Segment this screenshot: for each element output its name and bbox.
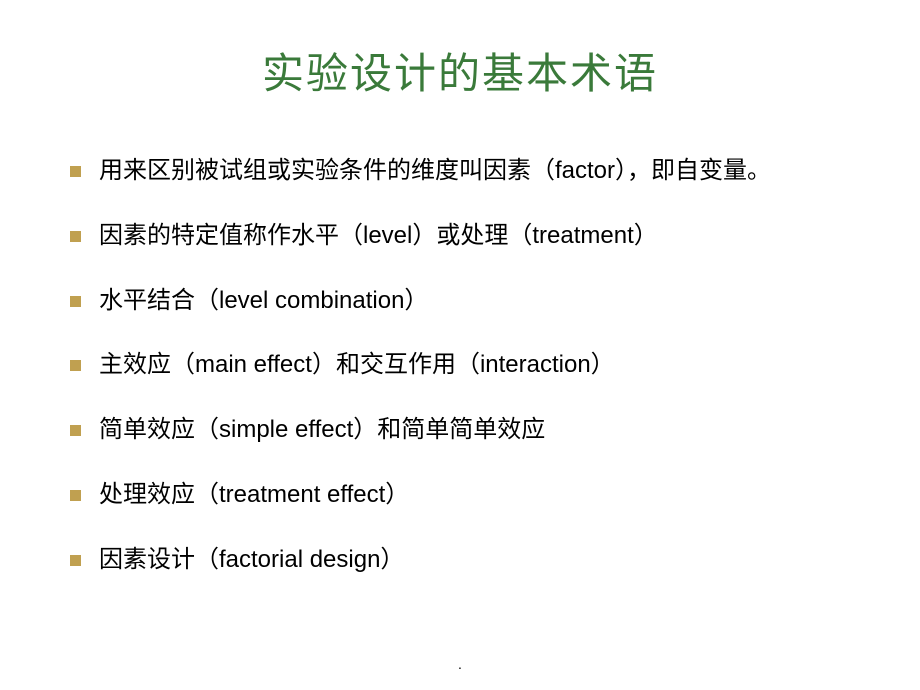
- bullet-text: 水平结合（level combination）: [99, 281, 860, 322]
- list-item: 用来区别被试组或实验条件的维度叫因素（factor），即自变量。: [70, 151, 860, 192]
- bullet-marker-icon: [70, 555, 81, 566]
- list-item: 简单效应（simple effect）和简单简单效应: [70, 410, 860, 451]
- bullet-text: 用来区别被试组或实验条件的维度叫因素（factor），即自变量。: [99, 151, 860, 192]
- bullet-marker-icon: [70, 296, 81, 307]
- list-item: 因素设计（factorial design）: [70, 540, 860, 581]
- bullet-text: 主效应（main effect）和交互作用（interaction）: [99, 345, 860, 386]
- bullet-marker-icon: [70, 425, 81, 436]
- slide-container: 实验设计的基本术语 用来区别被试组或实验条件的维度叫因素（factor），即自变…: [0, 0, 920, 690]
- bullet-marker-icon: [70, 166, 81, 177]
- list-item: 水平结合（level combination）: [70, 281, 860, 322]
- bullet-marker-icon: [70, 360, 81, 371]
- bullet-text: 因素设计（factorial design）: [99, 540, 860, 581]
- footer-marker: .: [458, 656, 462, 672]
- bullet-marker-icon: [70, 231, 81, 242]
- slide-title: 实验设计的基本术语: [60, 40, 860, 101]
- list-item: 因素的特定值称作水平（level）或处理（treatment）: [70, 216, 860, 257]
- list-item: 处理效应（treatment effect）: [70, 475, 860, 516]
- bullet-text: 处理效应（treatment effect）: [99, 475, 860, 516]
- bullet-marker-icon: [70, 490, 81, 501]
- bullet-list: 用来区别被试组或实验条件的维度叫因素（factor），即自变量。 因素的特定值称…: [60, 151, 860, 581]
- bullet-text: 因素的特定值称作水平（level）或处理（treatment）: [99, 216, 860, 257]
- bullet-text: 简单效应（simple effect）和简单简单效应: [99, 410, 860, 451]
- list-item: 主效应（main effect）和交互作用（interaction）: [70, 345, 860, 386]
